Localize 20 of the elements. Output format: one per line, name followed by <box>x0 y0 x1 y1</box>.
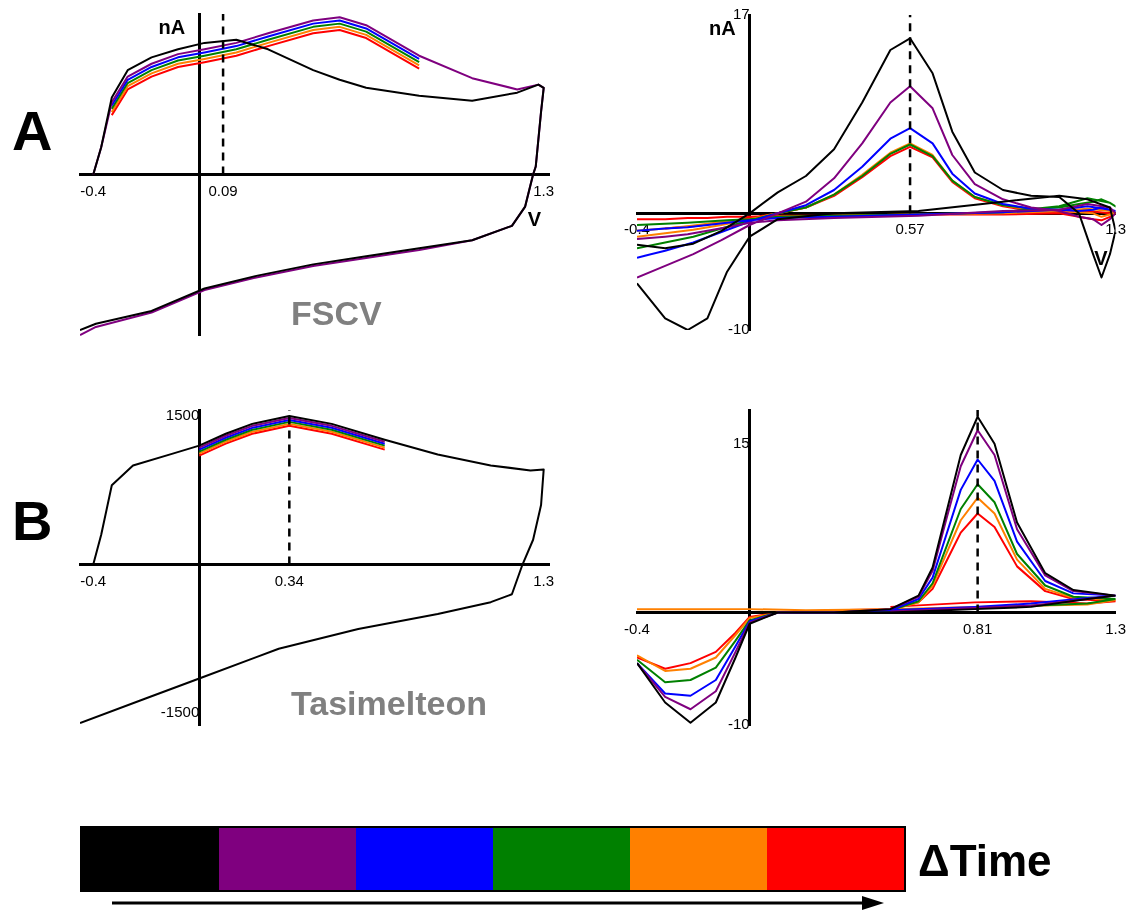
x-tick-label: 1.3 <box>1105 619 1126 637</box>
x-axis-title: V <box>527 208 542 231</box>
x-tick-label: 0.09 <box>208 181 238 199</box>
text: B <box>12 488 53 552</box>
x-tick-label: 1.3 <box>533 181 555 199</box>
x-tick-label: 0.34 <box>274 571 304 589</box>
y-tick-label: 1500 <box>165 406 200 424</box>
annotation: Tasimelteon <box>291 684 487 723</box>
y-tick-label: -1500 <box>160 703 200 721</box>
text: A <box>12 98 53 162</box>
y-axis-title: nA <box>158 15 186 38</box>
x-tick-label: 1.3 <box>533 571 555 589</box>
annotation: FSCV <box>291 294 383 333</box>
x-tick-label: 0.81 <box>963 619 993 637</box>
x-axis-title: V <box>1094 246 1109 269</box>
x-tick-label: -0.4 <box>80 571 107 589</box>
x-tick-label: -0.4 <box>80 181 107 199</box>
text: ΔTime <box>918 836 1052 886</box>
x-tick-label: -0.4 <box>624 619 650 637</box>
x-tick-label: 0.57 <box>895 220 925 238</box>
